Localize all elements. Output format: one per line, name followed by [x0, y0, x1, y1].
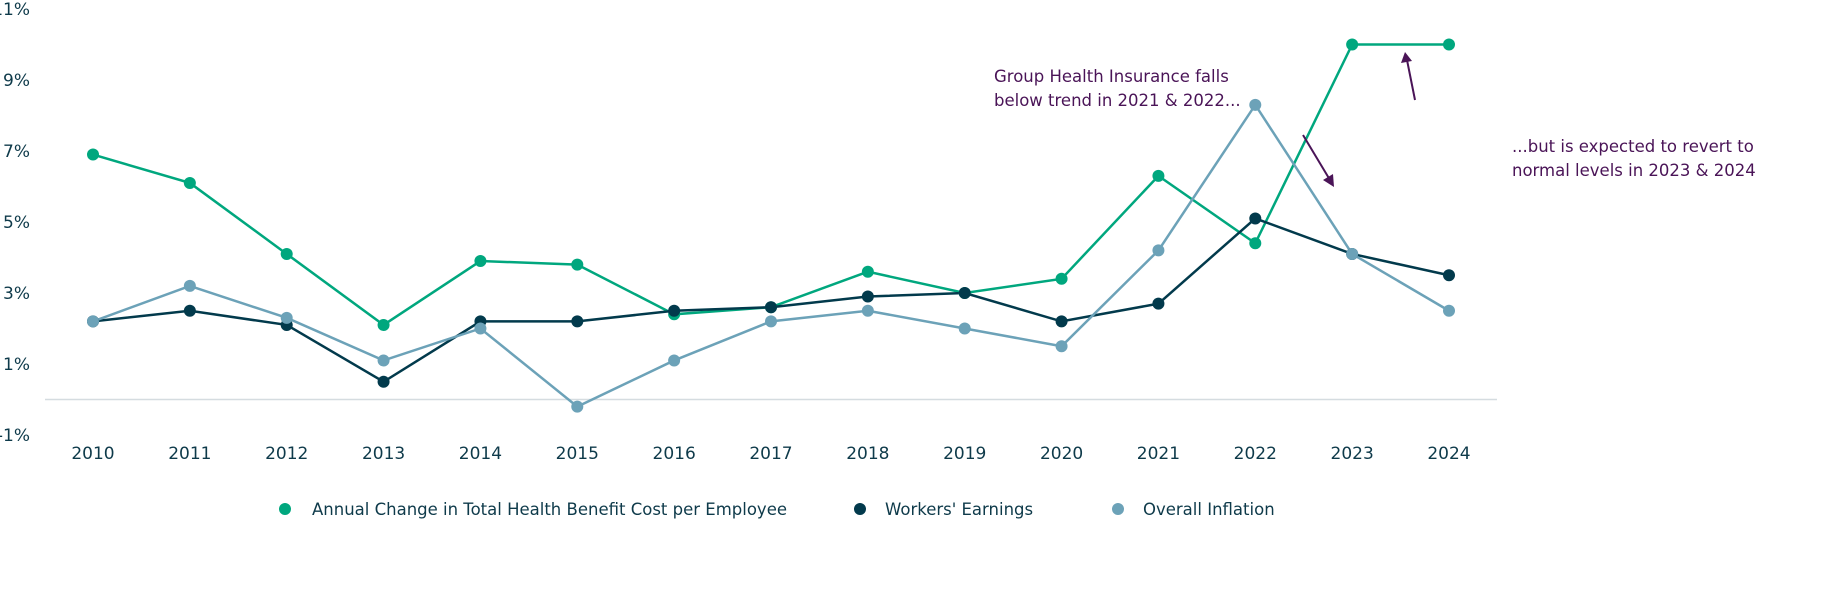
annotation-1-arrow — [1302, 134, 1331, 181]
data-point — [183, 279, 196, 292]
legend-marker — [1112, 503, 1124, 515]
data-point — [668, 354, 681, 367]
data-point — [1055, 272, 1068, 285]
data-point — [958, 287, 971, 299]
series-2 — [92, 102, 1450, 409]
annotation-2-line-1: ...but is expected to revert to — [1512, 137, 1754, 156]
legend-item: Workers' Earnings — [854, 500, 1033, 519]
series-2-points — [87, 98, 1455, 413]
data-point — [571, 400, 584, 413]
x-tick-label: 2023 — [1331, 444, 1374, 464]
x-tick-label: 2021 — [1137, 444, 1180, 464]
series-line — [92, 43, 1449, 327]
legend-marker — [854, 503, 866, 515]
y-tick-label: 7% — [3, 142, 30, 162]
legend-label: Annual Change in Total Health Benefit Co… — [312, 500, 787, 519]
annotation-1-arrowhead — [1323, 174, 1334, 187]
series-line — [92, 102, 1450, 409]
series-0 — [92, 43, 1449, 327]
x-tick-label: 2017 — [749, 444, 792, 464]
data-point — [87, 315, 99, 328]
x-tick-label: 2016 — [653, 444, 696, 464]
data-point — [1249, 212, 1262, 225]
data-point — [1346, 38, 1359, 51]
series-line — [92, 217, 1450, 384]
y-tick-label: 3% — [3, 284, 30, 304]
legend-marker — [279, 503, 291, 515]
y-tick-label: -1% — [0, 426, 30, 446]
annotation-1-line-1: Group Health Insurance falls — [994, 67, 1229, 86]
data-point — [1443, 38, 1455, 51]
x-tick-label: 2011 — [168, 444, 211, 464]
data-point — [1346, 247, 1359, 260]
x-tick-label: 2022 — [1234, 444, 1277, 464]
data-point — [1152, 244, 1165, 257]
data-point — [1443, 304, 1455, 317]
data-point — [280, 247, 293, 260]
data-point — [765, 315, 777, 328]
data-point — [183, 176, 196, 189]
x-tick-label: 2012 — [265, 444, 308, 464]
data-point — [1152, 297, 1165, 310]
data-point — [861, 304, 874, 317]
series-0-points — [87, 38, 1455, 331]
legend-item: Annual Change in Total Health Benefit Co… — [279, 500, 787, 519]
annotation-2-arrow — [1406, 59, 1416, 101]
y-tick-label: 9% — [3, 71, 30, 91]
x-tick-label: 2018 — [846, 444, 889, 464]
y-tick-label: 5% — [3, 213, 30, 233]
data-point — [474, 322, 487, 335]
data-point — [474, 255, 487, 268]
data-point — [377, 375, 390, 388]
data-point — [765, 301, 777, 314]
annotation-1-line-2: below trend in 2021 & 2022... — [994, 91, 1241, 110]
y-tick-label: 11% — [0, 0, 30, 20]
data-point — [1055, 315, 1068, 328]
data-point — [87, 148, 99, 161]
annotation-2-arrowhead — [1401, 52, 1412, 63]
annotation-2-line-2: normal levels in 2023 & 2024 — [1512, 161, 1756, 180]
data-point — [377, 354, 390, 367]
x-tick-label: 2019 — [943, 444, 986, 464]
data-point — [571, 315, 584, 328]
x-tick-label: 2024 — [1427, 444, 1470, 464]
data-point — [1443, 269, 1455, 282]
y-tick-label: 1% — [3, 355, 30, 375]
legend-item: Overall Inflation — [1112, 500, 1275, 519]
legend-label: Overall Inflation — [1143, 500, 1275, 519]
data-point — [861, 290, 874, 303]
x-tick-label: 2015 — [556, 444, 599, 464]
data-point — [183, 304, 196, 317]
x-tick-label: 2014 — [459, 444, 502, 464]
data-point — [1055, 340, 1068, 353]
x-tick-label: 2010 — [71, 444, 114, 464]
data-point — [958, 322, 971, 335]
data-point — [861, 265, 874, 278]
data-point — [668, 304, 681, 317]
x-tick-label: 2020 — [1040, 444, 1083, 464]
data-point — [571, 258, 584, 271]
data-point — [1249, 98, 1262, 111]
legend-label: Workers' Earnings — [885, 500, 1033, 519]
data-point — [377, 318, 390, 331]
data-point — [1249, 237, 1262, 250]
data-point — [1152, 169, 1165, 182]
x-tick-label: 2013 — [362, 444, 405, 464]
series-1 — [92, 217, 1450, 384]
data-point — [280, 311, 293, 324]
